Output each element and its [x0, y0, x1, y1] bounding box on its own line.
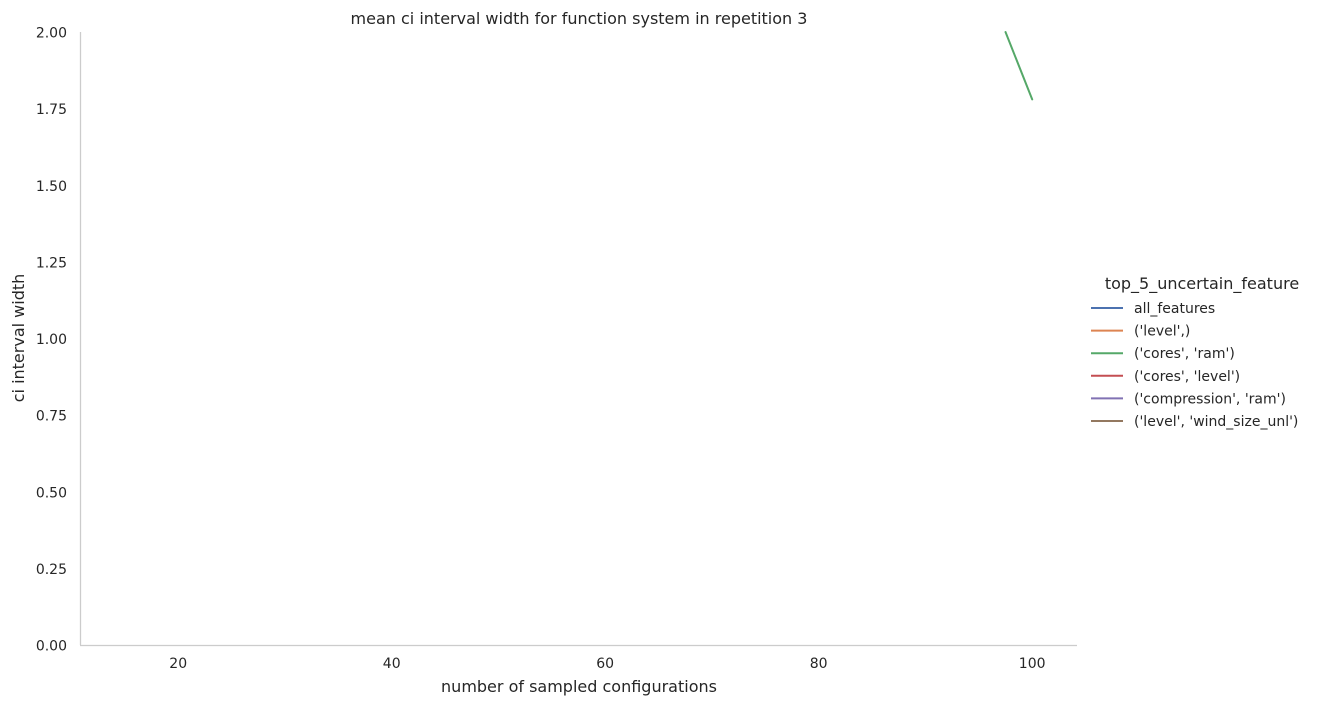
- legend-entry-label: all_features: [1134, 301, 1215, 317]
- legend-title: top_5_uncertain_feature: [1105, 274, 1299, 294]
- series-line: [1004, 31, 1034, 101]
- legend-entry-label: ('level', 'wind_size_unl'): [1134, 414, 1298, 430]
- x-axis-label: number of sampled configurations: [441, 677, 717, 696]
- chart-title: mean ci interval width for function syst…: [351, 9, 808, 28]
- x-tick-label: 100: [1019, 656, 1046, 672]
- legend-entry-label: ('compression', 'ram'): [1134, 391, 1286, 407]
- y-tick-label: 1.75: [36, 102, 67, 118]
- y-tick-label: 1.50: [36, 179, 67, 195]
- x-tick-label: 40: [383, 656, 401, 672]
- y-tick-label: 1.25: [36, 255, 67, 271]
- y-axis-label: ci interval width: [9, 274, 28, 403]
- y-axis: 0.00 0.25 0.50 0.75 1.00 1.25 1.50 1.75 2.00: [36, 26, 67, 655]
- legend-entry-label: ('level',): [1134, 324, 1190, 340]
- y-tick-label: 0.25: [36, 562, 67, 578]
- series-layer: [1004, 31, 1034, 101]
- y-tick-label: 1.00: [36, 332, 67, 348]
- legend-entry-label: ('cores', 'level'): [1134, 369, 1240, 385]
- x-tick-label: 60: [596, 656, 614, 672]
- legend-items: all_features ('level',) ('cores', 'ram') ('…: [1091, 301, 1298, 430]
- y-tick-label: 0.00: [36, 639, 67, 655]
- legend-entry-label: ('cores', 'ram'): [1134, 346, 1235, 362]
- x-tick-label: 20: [169, 656, 187, 672]
- x-tick-label: 80: [810, 656, 828, 672]
- x-axis: 20 40 60 80 100: [169, 656, 1045, 672]
- legend: top_5_uncertain_feature all_features ('le…: [1091, 274, 1299, 430]
- y-tick-label: 2.00: [36, 26, 67, 42]
- y-tick-label: 0.50: [36, 485, 67, 501]
- y-tick-label: 0.75: [36, 409, 67, 425]
